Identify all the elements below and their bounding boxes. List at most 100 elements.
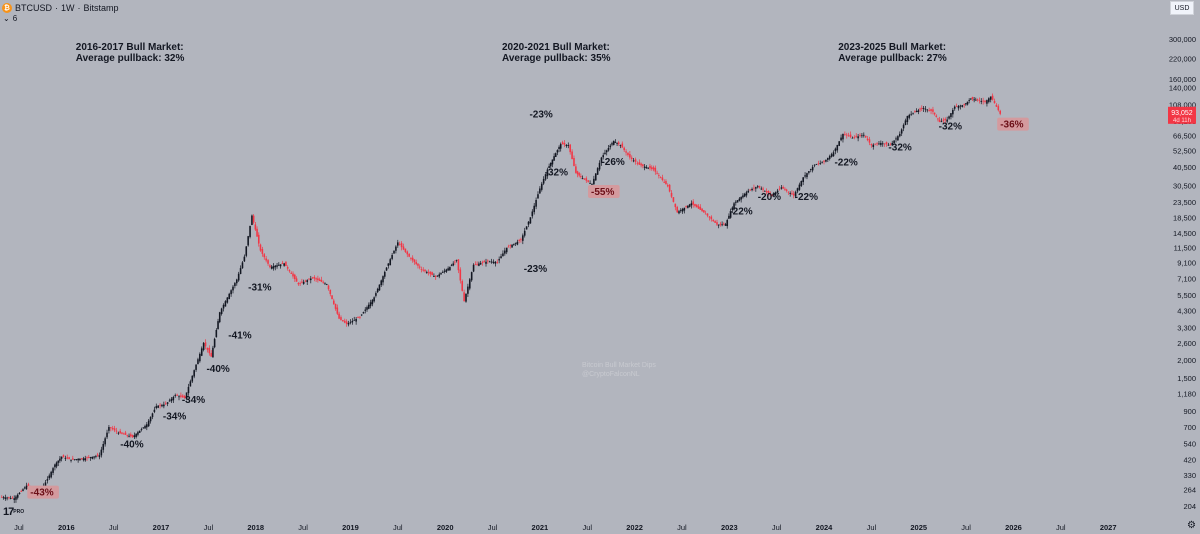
chevron-down-icon[interactable]: ⌄: [3, 14, 10, 23]
candle-body: [137, 432, 139, 435]
candle-body: [172, 397, 175, 401]
tradingview-logo[interactable]: 17PRO: [3, 506, 25, 518]
candle-body: [366, 307, 368, 310]
candle-body: [819, 162, 822, 164]
candle-body: [898, 133, 901, 137]
currency-selector[interactable]: USD: [1170, 1, 1194, 15]
x-tick-label: 2017: [153, 523, 170, 532]
candle-body: [72, 458, 74, 460]
candle-body: [410, 258, 412, 259]
candle-body: [567, 145, 570, 146]
candle-body: [922, 107, 925, 109]
candle-body: [443, 270, 446, 272]
candle-body: [23, 487, 26, 489]
pullback-label: -40%: [206, 364, 229, 375]
candle-body: [868, 139, 871, 143]
x-tick-label: 2020: [437, 523, 454, 532]
candle-body: [665, 181, 667, 185]
candle-body: [151, 413, 154, 418]
candle-body: [778, 188, 781, 190]
candle-body: [859, 134, 861, 136]
candle-body: [755, 187, 757, 189]
candle-body: [191, 375, 194, 382]
candle-body: [926, 109, 929, 111]
candle-body: [549, 162, 552, 167]
candle-body: [86, 457, 88, 459]
candle-body: [241, 262, 244, 269]
candle-body: [971, 96, 974, 100]
candle-body: [558, 147, 560, 149]
candle-body: [226, 297, 229, 303]
candle-body: [946, 119, 948, 122]
candle-body: [774, 192, 777, 195]
candle-body: [736, 200, 739, 203]
candle-body: [228, 293, 231, 300]
candle-body: [472, 264, 475, 272]
candle-body: [498, 259, 500, 261]
candle-body: [461, 281, 464, 291]
candle-body: [222, 304, 225, 309]
candle-body: [317, 278, 319, 281]
candle-body: [529, 217, 532, 224]
pullback-label: -22%: [795, 192, 818, 203]
candle-body: [119, 430, 121, 434]
candle-body: [331, 295, 333, 300]
candle-body: [54, 464, 56, 468]
candle-body: [957, 105, 960, 109]
candle-body: [208, 347, 211, 354]
candle-body: [360, 314, 363, 316]
candle-body: [147, 420, 150, 427]
symbol-header[interactable]: ₿ BTCUSD · 1W · Bitstamp: [2, 1, 119, 15]
candle-body: [717, 224, 720, 226]
candle-body: [857, 136, 859, 139]
candle-body: [389, 259, 392, 266]
candle-body: [251, 215, 253, 225]
candle-body: [25, 485, 28, 490]
candle-body: [279, 264, 282, 267]
y-tick-label: 23,500: [1173, 198, 1196, 207]
pullback-label: -43%: [30, 488, 53, 499]
pullback-highlight: [997, 117, 1029, 131]
candle-body: [706, 213, 709, 216]
candle-body: [128, 435, 130, 437]
pullback-label: -23%: [529, 109, 552, 120]
candle-body: [353, 319, 356, 321]
y-tick-label: 2,600: [1177, 339, 1196, 348]
candle-body: [912, 112, 914, 114]
candle-body: [502, 253, 504, 257]
x-tick-label: Jul: [204, 523, 214, 532]
candle-body: [77, 458, 79, 461]
candle-body: [616, 143, 618, 144]
candle-body: [891, 142, 894, 146]
candle-body: [984, 100, 986, 102]
gear-icon[interactable]: ⚙: [1187, 520, 1196, 531]
candle-body: [417, 263, 419, 266]
candle-body: [847, 135, 850, 137]
candle-body: [714, 221, 716, 223]
x-tick-label: 2019: [342, 523, 359, 532]
candle-body: [212, 347, 214, 358]
indicator-toggle[interactable]: ⌄ 6: [3, 14, 17, 23]
candle-body: [98, 455, 101, 458]
symbol-name[interactable]: BTCUSD: [15, 3, 53, 13]
pullback-label: -34%: [163, 411, 186, 422]
candle-body: [215, 330, 218, 338]
candle-body: [518, 240, 520, 241]
candle-body: [853, 137, 856, 138]
candle-body: [299, 283, 301, 285]
candle-body: [347, 322, 350, 325]
candle-body: [642, 164, 644, 166]
candle-body: [900, 129, 903, 134]
candle-body: [942, 119, 945, 121]
candle-body: [995, 104, 998, 107]
candle-body: [285, 261, 287, 267]
candle-body: [505, 247, 508, 253]
y-tick-label: 140,000: [1169, 84, 1196, 93]
candle-body: [881, 143, 884, 145]
candle-body: [504, 250, 506, 254]
candle-body: [690, 203, 693, 206]
interval-label[interactable]: 1W: [61, 3, 75, 13]
candle-body: [537, 194, 539, 199]
candle-body: [565, 144, 568, 147]
